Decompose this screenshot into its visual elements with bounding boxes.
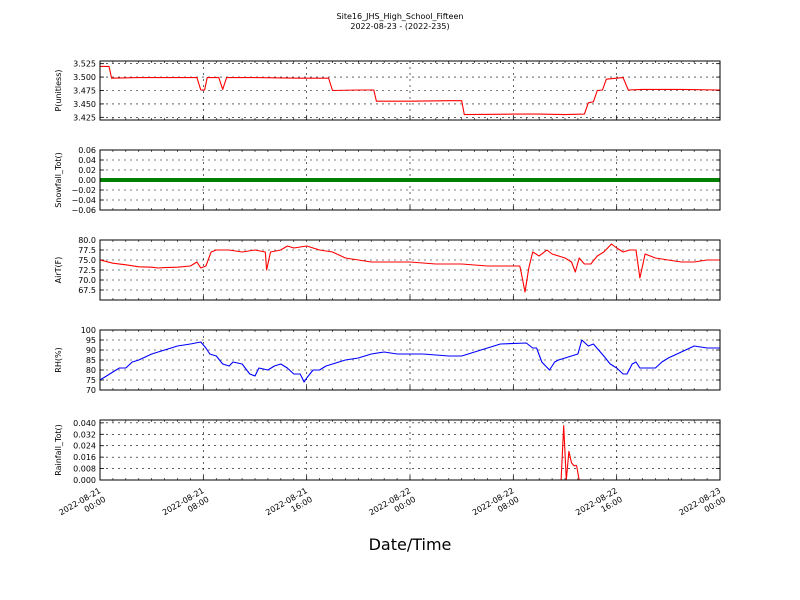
y-tick-label: 3.450: [73, 100, 96, 109]
chart-title: Site16_JHS_High_School_Fifteen: [337, 12, 464, 21]
chart-subtitle: 2022-08-23 - (2022-235): [350, 22, 449, 31]
y-tick-label: 100: [81, 326, 96, 335]
y-tick-label: −0.06: [71, 206, 96, 215]
y-tick-label: −0.02: [71, 186, 96, 195]
y-tick-label: 0.040: [73, 419, 96, 428]
y-tick-label: 70.0: [78, 276, 96, 285]
x-axis-label: Date/Time: [369, 535, 452, 554]
y-tick-label: 0.032: [73, 430, 96, 439]
subplot-5: 0.000 0.008 0.016 0.024 0.032 0.040 Rainfall_T…: [54, 419, 721, 485]
y-tick-label: 72.5: [78, 266, 96, 275]
y-tick-label: 80: [86, 366, 96, 375]
y-tick-label: 0.02: [78, 166, 96, 175]
y-tick-label: 80.0: [78, 236, 96, 245]
subplot-3: 67.570.072.575.077.580.0 AirT(F): [54, 236, 721, 301]
plot-frame: [99, 239, 721, 301]
plot-frame: [99, 60, 721, 121]
y-tick-label: 0.000: [73, 476, 96, 485]
series-line: [100, 65, 721, 116]
y-tick-label: 90: [86, 346, 96, 355]
y-axis-label: Snowfall_Tot(): [54, 152, 63, 208]
y-tick-label: 3.525: [73, 60, 96, 69]
y-axis-label: P(unitless): [54, 69, 63, 111]
y-tick-label: 67.5: [78, 286, 96, 295]
y-tick-label: 0.016: [73, 453, 96, 462]
y-tick-label: −0.04: [71, 196, 96, 205]
y-tick-label: 0.06: [78, 146, 96, 155]
plot-frame: [99, 419, 721, 481]
y-axis-label: RH(%): [54, 347, 63, 372]
y-tick-label: 0.024: [73, 442, 96, 451]
y-tick-label: 75: [86, 376, 96, 385]
y-tick-label: 0.04: [78, 156, 96, 165]
subplot-1: 3.425 3.450 3.475 3.500 3.525 P(unitless): [54, 60, 721, 122]
y-tick-label: 70: [86, 386, 96, 395]
plot-frame: [99, 149, 721, 211]
y-axis-label: Rainfall_Tot(): [54, 424, 63, 476]
subplot-stack: 3.425 3.450 3.475 3.500 3.525 P(unitless) −0.0…: [54, 60, 721, 485]
y-tick-label: 0.00: [78, 176, 96, 185]
subplot-2: −0.06−0.04−0.020.000.020.040.06 Snowfall_…: [54, 146, 721, 215]
y-tick-label: 95: [86, 336, 96, 345]
series-line: [99, 243, 720, 293]
y-tick-label: 3.500: [73, 73, 96, 82]
plot-frame: [99, 329, 721, 391]
series-line: [100, 425, 720, 481]
y-axis-label: AirT(F): [54, 257, 63, 284]
y-tick-label: 3.475: [73, 87, 96, 96]
y-tick-label: 85: [86, 356, 96, 365]
y-tick-label: 77.5: [78, 246, 96, 255]
y-tick-label: 0.008: [73, 465, 96, 474]
y-tick-label: 75.0: [78, 256, 96, 265]
y-tick-label: 3.425: [73, 113, 96, 122]
series-line: [99, 339, 720, 383]
